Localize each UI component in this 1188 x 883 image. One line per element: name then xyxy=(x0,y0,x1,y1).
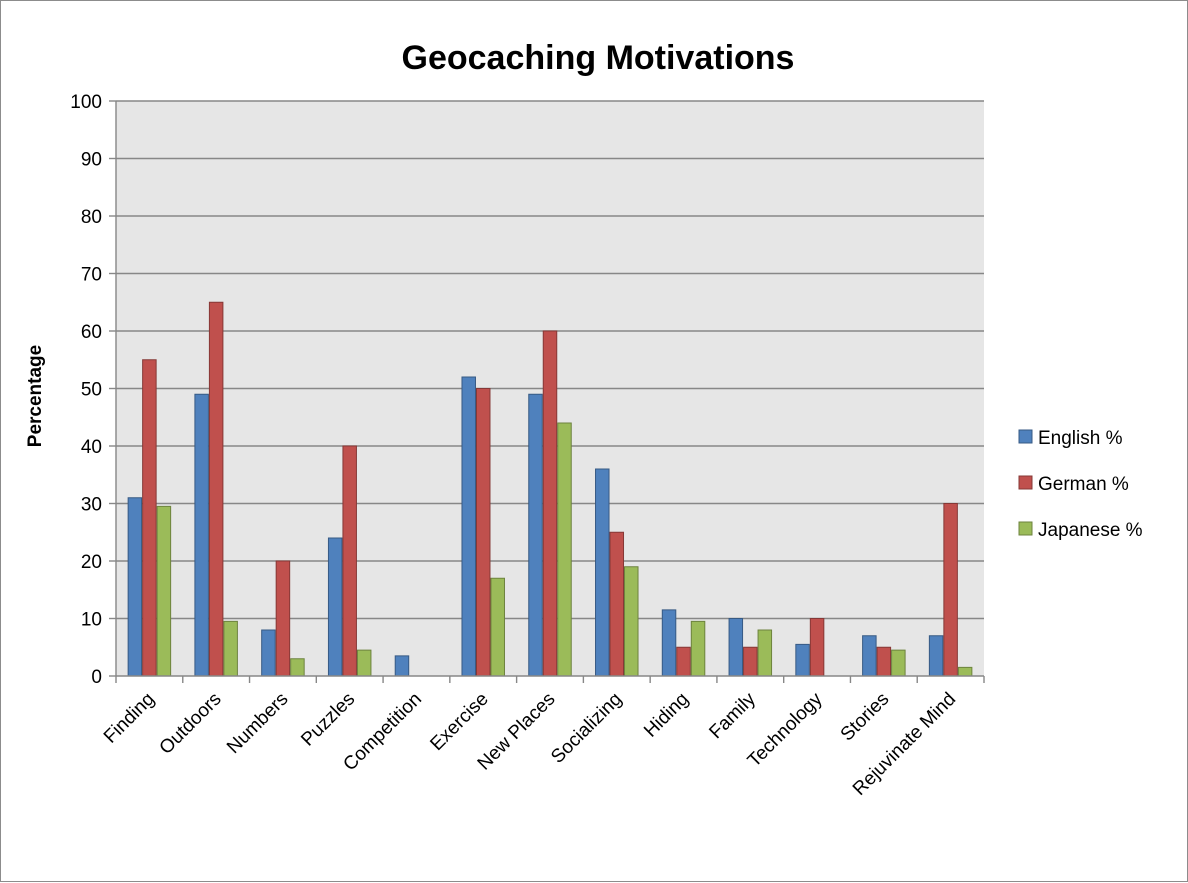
bar-german xyxy=(676,646,691,677)
x-tick-label: Finding xyxy=(100,689,159,748)
bar-english xyxy=(327,537,343,677)
bar-english xyxy=(261,629,276,677)
bar-german xyxy=(542,330,558,677)
bar-german xyxy=(743,646,758,677)
x-tick-label: Hiding xyxy=(640,689,693,742)
legend: English % German % Japanese % xyxy=(1018,428,1143,541)
x-tick-label: Outdoors xyxy=(156,689,226,759)
x-tick-label: Family xyxy=(705,688,760,743)
x-tick-label: Stories xyxy=(837,689,894,746)
bar-english xyxy=(795,643,810,677)
bar-english xyxy=(862,635,877,677)
bar-english xyxy=(461,376,476,677)
legend-label: Japanese % xyxy=(1038,520,1143,541)
bars xyxy=(127,301,973,677)
bar-german xyxy=(208,301,224,677)
bar-english xyxy=(394,655,410,677)
y-tick-label: 10 xyxy=(81,610,102,631)
y-tick-label: 30 xyxy=(81,495,102,516)
bar-english xyxy=(661,609,677,677)
bar-german xyxy=(142,359,157,677)
legend-swatch xyxy=(1018,521,1033,536)
y-tick-label: 50 xyxy=(81,380,102,401)
x-tick-label: Exercise xyxy=(426,689,492,755)
y-axis-label: Percentage xyxy=(25,345,46,447)
legend-swatch xyxy=(1018,429,1033,444)
bar-japanese xyxy=(356,649,372,677)
bar-german xyxy=(609,531,625,677)
x-tick-label: Socializing xyxy=(547,689,626,768)
bar-german xyxy=(809,618,825,677)
y-tick-label: 90 xyxy=(81,150,102,171)
bar-german xyxy=(275,560,291,677)
y-tick-label: 20 xyxy=(81,552,102,573)
y-tick-label: 70 xyxy=(81,265,102,286)
bar-japanese xyxy=(156,505,172,677)
legend-label: English % xyxy=(1038,428,1123,449)
y-tick-label: 100 xyxy=(70,92,102,113)
bar-german xyxy=(943,503,958,677)
bar-german xyxy=(342,445,357,677)
bar-german xyxy=(876,646,892,677)
bar-japanese xyxy=(290,658,305,677)
legend-swatch xyxy=(1018,475,1033,490)
y-tick-label: 60 xyxy=(81,322,102,343)
y-tick-label: 40 xyxy=(81,437,102,458)
bar-japanese xyxy=(891,649,906,677)
bar-japanese xyxy=(557,422,572,677)
bar-english xyxy=(928,635,944,677)
bar-japanese xyxy=(957,666,973,677)
bar-english xyxy=(127,497,143,677)
bar-english xyxy=(595,468,610,677)
y-axis-ticks: 0 10 20 30 40 50 60 70 80 90 100 xyxy=(70,92,116,688)
bar-english xyxy=(728,618,744,677)
bar-japanese xyxy=(690,620,706,677)
bar-english xyxy=(194,393,209,677)
y-tick-label: 80 xyxy=(81,207,102,228)
x-tick-label: Numbers xyxy=(223,689,292,758)
bar-german xyxy=(475,388,491,677)
bar-japanese xyxy=(757,629,773,677)
bar-japanese xyxy=(490,577,505,677)
bar-japanese xyxy=(223,620,238,677)
x-tick-label: Puzzles xyxy=(297,689,359,751)
bar-japanese xyxy=(624,566,639,677)
y-tick-label: 0 xyxy=(91,667,102,688)
bar-english xyxy=(528,393,543,677)
legend-label: German % xyxy=(1038,474,1129,495)
chart-title: Geocaching Motivations xyxy=(402,39,795,77)
